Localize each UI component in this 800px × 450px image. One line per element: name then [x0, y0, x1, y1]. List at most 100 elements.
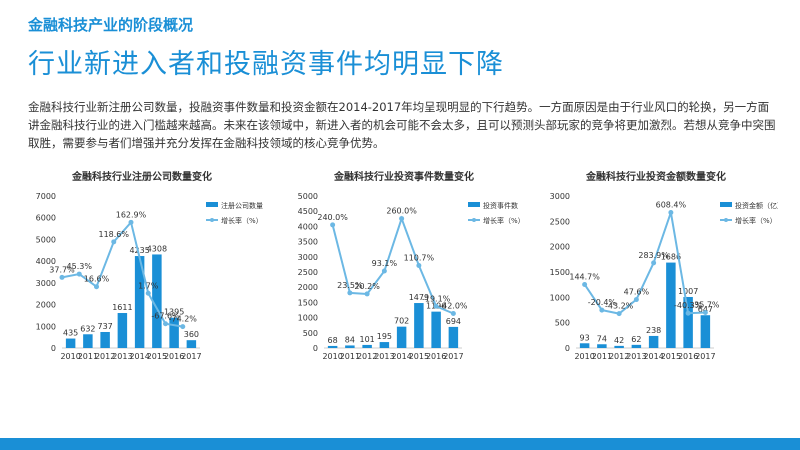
growth-label: -42.0%	[439, 301, 468, 310]
bar-value-label: 694	[446, 317, 461, 326]
growth-label: -74.2%	[169, 315, 198, 324]
x-tick-label: 2012	[609, 352, 629, 361]
bar-value-label: 435	[63, 329, 78, 338]
bottom-accent-bar	[0, 438, 800, 450]
bar	[666, 262, 676, 348]
x-tick-label: 2011	[340, 352, 360, 361]
y-tick-label: 1000	[550, 293, 570, 302]
bar-value-label: 4235	[129, 246, 149, 255]
bar	[597, 344, 607, 348]
x-tick-label: 2012	[95, 352, 115, 361]
bar-value-label: 632	[80, 324, 95, 333]
growth-point	[582, 281, 588, 287]
bar	[379, 342, 390, 348]
growth-point	[616, 311, 622, 317]
growth-point	[59, 274, 65, 280]
growth-point	[381, 268, 387, 274]
bar-value-label: 647	[698, 305, 713, 314]
bar-value-label: 101	[359, 335, 374, 344]
summary-paragraph: 金融科技行业新注册公司数量，投融资事件数量和投资金额在2014-2017年均呈现…	[28, 100, 776, 150]
bar-value-label: 68	[328, 336, 338, 345]
growth-label: 144.7%	[569, 272, 600, 281]
chart-investment-amount: 金融科技行业投资金额数量变化 0 500 1000 1500 2000 2500 3000 9…	[534, 168, 778, 368]
x-tick-label: 2013	[112, 352, 132, 361]
legend-line-marker	[472, 218, 476, 222]
growth-point	[76, 271, 82, 277]
growth-label: 16.6%	[84, 275, 110, 284]
x-tick-label: 2016	[426, 352, 446, 361]
x-tick-label: 2010	[322, 352, 342, 361]
x-tick-label: 2015	[661, 352, 681, 361]
y-tick-label: 3500	[298, 238, 318, 247]
bar-value-label: 74	[597, 334, 607, 343]
x-tick-label: 2011	[78, 352, 98, 361]
chart-svg: 0500100015002000250030009320107420114220…	[550, 192, 778, 361]
growth-label: 283.9%	[638, 251, 669, 260]
bar	[134, 256, 145, 348]
y-tick-label: 4500	[298, 207, 318, 216]
y-tick-label: 500	[555, 319, 570, 328]
x-tick-label: 2013	[626, 352, 646, 361]
y-tick-label: 3000	[36, 279, 56, 288]
growth-point	[111, 239, 117, 245]
growth-label: 118.6%	[98, 230, 129, 239]
y-tick-label: 4000	[298, 222, 318, 231]
growth-line	[61, 220, 183, 328]
legend-line-label: 增长率（%）	[735, 216, 777, 225]
growth-point	[668, 209, 674, 215]
chart-investment-events: 金融科技行业投资事件数量变化 0 500 1000 1500 2000 2500 3000 3…	[282, 168, 526, 368]
x-tick-label: 2010	[574, 352, 594, 361]
y-tick-label: 5000	[36, 235, 56, 244]
x-tick-label: 2013	[374, 352, 394, 361]
y-tick-label: 2000	[550, 243, 570, 252]
y-tick-label: 2500	[550, 217, 570, 226]
bar	[631, 344, 642, 348]
x-tick-label: 2016	[678, 352, 698, 361]
bar	[396, 326, 407, 348]
bar	[614, 345, 624, 348]
bar	[683, 296, 693, 348]
growth-label: 45.3%	[67, 262, 93, 271]
growth-point	[94, 284, 99, 290]
bar-value-label: 42	[614, 336, 624, 345]
growth-point	[399, 216, 405, 222]
bar-value-label: 1686	[661, 253, 681, 262]
bar-value-label: 1611	[112, 303, 132, 312]
bar-value-label: 737	[97, 322, 112, 331]
y-tick-label: 1500	[298, 298, 318, 307]
section-subtitle: 金融科技产业的阶段概况	[28, 16, 194, 34]
legend-line-marker	[724, 218, 728, 222]
x-tick-label: 2014	[391, 352, 411, 361]
growth-point	[633, 297, 639, 303]
growth-label: 20.2%	[354, 282, 380, 291]
legend-line-label: 增长率（%）	[483, 216, 525, 225]
growth-label: 23.5%	[337, 281, 363, 290]
growth-point	[163, 321, 168, 327]
bar-value-label: 195	[377, 332, 392, 341]
legend-line-label: 增长率（%）	[221, 216, 263, 225]
page-title: 行业新进入者和投融资事件均明显下降	[28, 49, 504, 80]
bar	[100, 331, 110, 348]
chart-title: 金融科技行业投资事件数量变化	[334, 172, 474, 183]
growth-line	[583, 212, 706, 315]
bar-value-label: 238	[646, 326, 661, 335]
y-tick-label: 6000	[36, 214, 56, 223]
x-tick-label: 2017	[695, 352, 715, 361]
y-tick-label: 0	[51, 344, 56, 353]
bar	[414, 303, 424, 348]
bar	[152, 254, 162, 348]
bar-value-label: 1395	[164, 308, 184, 317]
growth-point	[685, 310, 691, 316]
bar	[169, 317, 179, 348]
x-tick-label: 2010	[60, 352, 80, 361]
y-tick-label: 500	[303, 329, 318, 338]
y-tick-label: 2500	[298, 268, 318, 277]
y-tick-label: 5000	[298, 192, 318, 201]
growth-label: 240.0%	[317, 213, 348, 222]
growth-label: 260.0%	[386, 207, 417, 216]
growth-label: -43.2%	[605, 302, 634, 311]
bar-value-label: 1007	[678, 287, 698, 296]
bar	[83, 334, 93, 348]
bar-value-label: 62	[631, 335, 641, 344]
growth-label: -35.7%	[691, 300, 720, 309]
